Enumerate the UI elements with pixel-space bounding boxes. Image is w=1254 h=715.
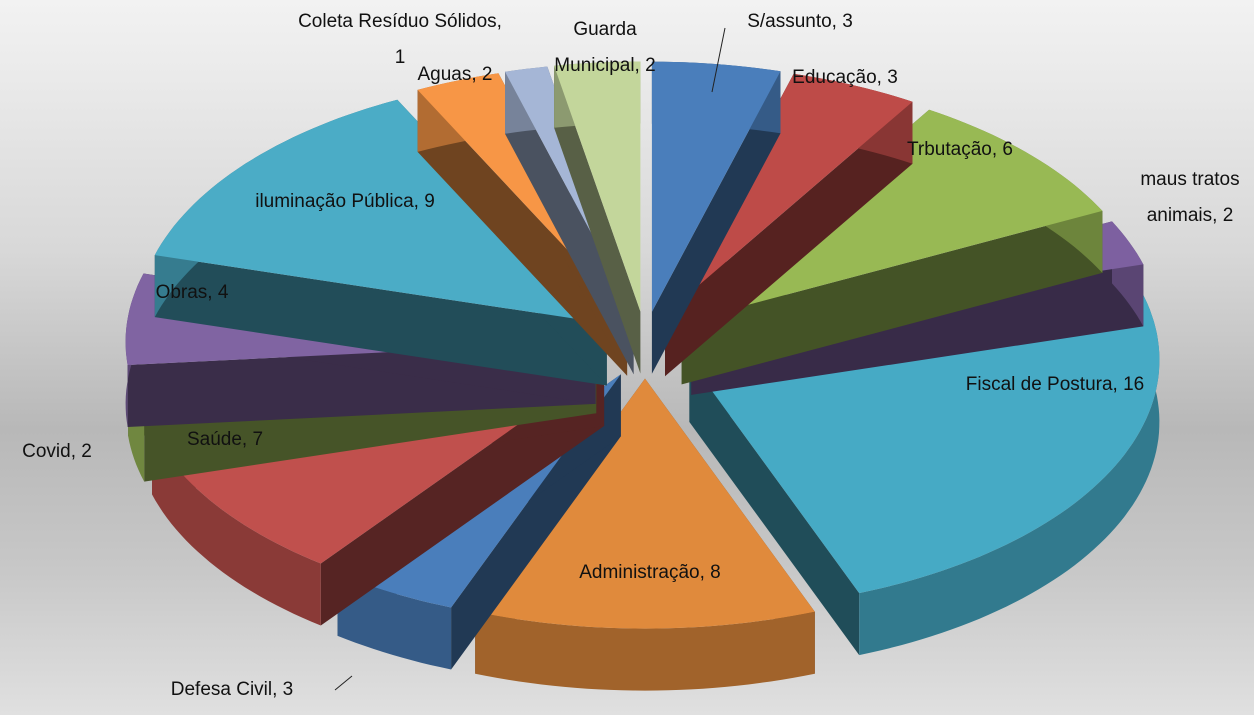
data-label: Coleta Resíduo Sólidos, 1 <box>298 11 502 68</box>
data-label-line: animais, 2 <box>1147 205 1234 226</box>
data-label: Educação, 3 <box>792 67 898 88</box>
data-label: Administração, 8 <box>579 562 721 583</box>
data-label: maus tratos animais, 2 <box>1140 169 1239 226</box>
data-label-line: 1 <box>395 47 406 68</box>
data-label-line: Educação, 3 <box>792 67 898 88</box>
data-label-line: Defesa Civil, 3 <box>171 679 294 700</box>
chart: S/assunto, 3 Educação, 3 Trbutação, 6 maus … <box>0 0 1254 715</box>
data-label-line: Covid, 2 <box>22 441 92 462</box>
data-label: Fiscal de Postura, 16 <box>966 374 1144 395</box>
data-label-line: Guarda <box>573 19 637 40</box>
data-label-line: Saúde, 7 <box>187 429 263 450</box>
data-label: iluminação Pública, 9 <box>255 191 435 212</box>
data-label: Trbutação, 6 <box>907 139 1013 160</box>
data-label-line: Coleta Resíduo Sólidos, <box>298 11 502 32</box>
data-label: Aguas, 2 <box>418 64 493 85</box>
data-label: Covid, 2 <box>22 441 92 462</box>
data-label-line: Trbutação, 6 <box>907 139 1013 160</box>
data-label-line: Obras, 4 <box>156 282 229 303</box>
data-label-line: Administração, 8 <box>579 562 721 583</box>
data-label-line: Fiscal de Postura, 16 <box>966 374 1144 395</box>
page: S/assunto, 3 Educação, 3 Trbutação, 6 maus … <box>0 0 1254 715</box>
data-label: Guarda Municipal, 2 <box>554 19 655 76</box>
data-label-line: iluminação Pública, 9 <box>255 191 435 212</box>
data-label-line: S/assunto, 3 <box>747 11 853 32</box>
data-label-line: maus tratos <box>1140 169 1239 190</box>
data-label-line: Municipal, 2 <box>554 55 655 76</box>
data-label-line: Aguas, 2 <box>418 64 493 85</box>
data-label: Saúde, 7 <box>187 429 263 450</box>
data-label: Obras, 4 <box>156 282 229 303</box>
data-label: S/assunto, 3 <box>747 11 853 32</box>
data-label: Defesa Civil, 3 <box>171 679 294 700</box>
leader-line <box>335 676 352 690</box>
